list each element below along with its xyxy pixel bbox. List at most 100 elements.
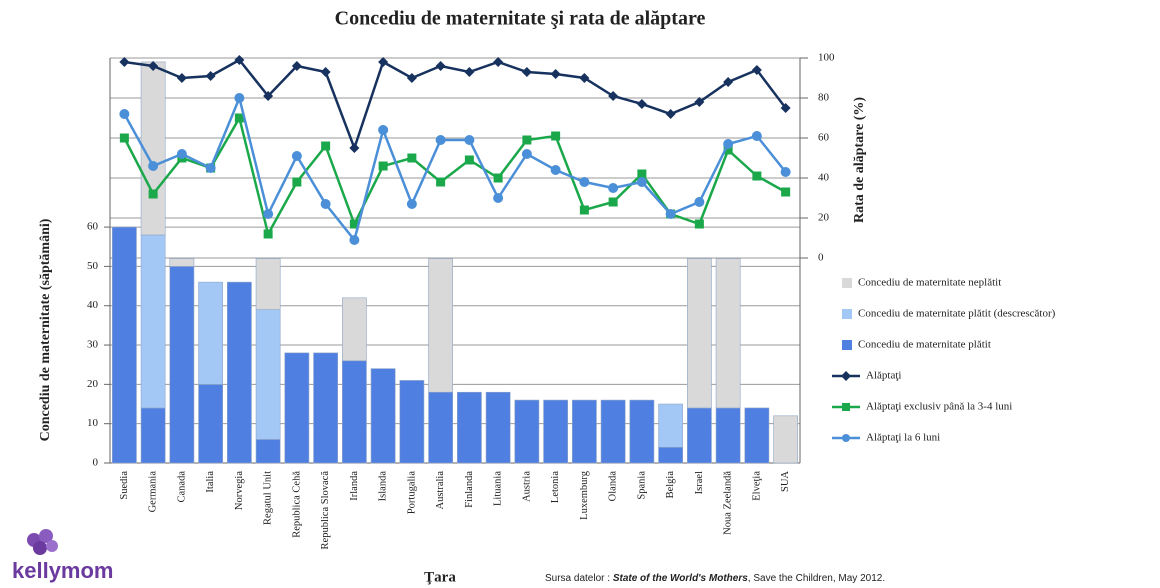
x-tick-label: Lituania — [493, 471, 504, 506]
y2-tick-label: 0 — [818, 252, 824, 264]
marker — [464, 135, 475, 145]
line — [124, 58, 787, 152]
marker — [579, 205, 589, 215]
x-tick-label: Suedia — [119, 471, 130, 500]
marker — [378, 57, 389, 67]
marker — [521, 149, 532, 159]
y2-tick-label: 80 — [818, 92, 830, 104]
x-tick-label: Finlanda — [464, 471, 475, 508]
bar-segment — [658, 403, 683, 448]
bar-segment — [198, 384, 224, 464]
marker — [406, 73, 417, 83]
source-rest: , Save the Children, May 2012. — [748, 573, 885, 584]
marker — [551, 131, 561, 141]
y2-tick-label: 60 — [818, 132, 830, 144]
marker — [234, 55, 245, 65]
x-tick-label: Norvegia — [234, 471, 245, 510]
bar-segment — [428, 391, 453, 464]
marker — [349, 235, 360, 245]
marker — [435, 135, 446, 145]
marker — [608, 91, 619, 101]
y-tick-label: 50 — [87, 260, 99, 272]
bar-segment — [341, 360, 367, 464]
y-tick-label: 60 — [87, 221, 99, 233]
source-note: Sursa datelor : State of the World's Mot… — [545, 573, 885, 584]
marker — [464, 155, 474, 165]
marker — [119, 109, 130, 119]
y2-tick-label: 20 — [818, 212, 830, 224]
x-axis-title: Ţara — [424, 569, 456, 585]
bar-segment — [686, 407, 712, 464]
marker — [263, 229, 273, 239]
marker — [522, 135, 532, 145]
marker — [148, 189, 158, 199]
bar-segment — [112, 226, 137, 464]
marker — [521, 67, 532, 77]
bar-segment — [456, 391, 482, 464]
marker — [464, 67, 475, 77]
legend-marker — [841, 371, 851, 381]
marker — [263, 91, 274, 101]
bar-segment — [399, 380, 425, 464]
marker — [148, 61, 159, 71]
x-tick-label: Elveţia — [751, 471, 762, 501]
marker — [349, 219, 359, 229]
marker — [320, 199, 331, 209]
y-axis-title: Concediu de maternitate (săptămâni) — [38, 218, 53, 441]
bar-segment — [715, 407, 741, 464]
logo: kellymom — [12, 529, 114, 583]
marker — [723, 77, 734, 87]
bar-segment — [227, 281, 252, 464]
marker — [292, 177, 302, 187]
x-tick-label: Regatul Unit — [263, 471, 274, 525]
bar-segment — [169, 258, 195, 267]
legend-label: Alăptaţi exclusiv până la 3-4 luni — [866, 401, 1012, 413]
marker — [493, 193, 504, 203]
grid — [110, 57, 800, 464]
marker — [752, 171, 762, 181]
marker — [780, 103, 791, 113]
marker — [407, 153, 417, 163]
marker — [694, 219, 704, 229]
marker — [176, 73, 187, 83]
y-tick-label: 20 — [87, 378, 99, 390]
marker — [636, 177, 647, 187]
bar-segment — [543, 399, 568, 464]
bar-segment — [313, 352, 338, 464]
legend-marker — [842, 434, 850, 442]
bar-segment — [255, 309, 281, 440]
bar-segment — [773, 415, 798, 464]
marker — [234, 93, 245, 103]
x-tick-label: Portugalia — [406, 471, 417, 514]
legend-marker — [842, 403, 850, 411]
marker — [176, 149, 187, 159]
bar-segment — [341, 297, 367, 362]
bar-segment — [284, 352, 310, 464]
bar-segment — [629, 399, 655, 464]
chart-title: Concediu de maternitate şi rata de alăpt… — [335, 8, 706, 30]
marker — [781, 187, 791, 197]
x-tick-label: Germania — [148, 471, 159, 513]
marker — [436, 177, 446, 187]
bar-segment — [744, 407, 770, 464]
x-tick-label: Republica Cehă — [291, 471, 302, 538]
bar-segment — [255, 258, 281, 310]
bar-segment — [658, 446, 683, 464]
x-tick-label: Noua Zeelandă — [723, 471, 734, 535]
marker — [608, 197, 618, 207]
marker — [665, 209, 676, 219]
marker — [780, 167, 791, 177]
x-tick-label: Irlanda — [349, 471, 360, 501]
marker — [579, 73, 590, 83]
legend-label: Concediu de maternitate neplătit — [858, 277, 1001, 289]
x-tick-label: Israel — [694, 471, 705, 494]
marker — [637, 169, 647, 179]
marker — [205, 163, 216, 173]
bar-segment — [370, 368, 396, 464]
x-tick-label: Belgia — [665, 471, 676, 499]
marker — [493, 173, 503, 183]
x-tick-label: Republica Slovacă — [320, 471, 331, 550]
marker — [234, 113, 244, 123]
y-tick-label: 10 — [87, 417, 99, 429]
